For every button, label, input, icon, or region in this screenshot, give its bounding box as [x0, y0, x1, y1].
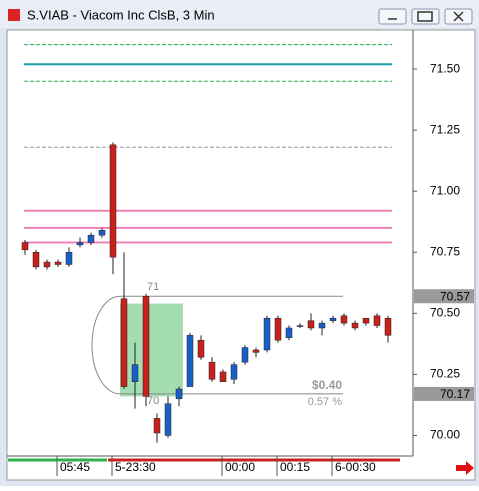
candle-body	[153, 418, 161, 434]
minimize-button[interactable]	[378, 8, 407, 25]
x-tick-label: 05:45	[60, 460, 90, 474]
window-title: S.VIAB - Viacom Inc ClsB, 3 Min	[27, 7, 215, 22]
measure-percent: 0.57 %	[308, 396, 342, 408]
candle-body	[263, 317, 271, 351]
candle-body	[186, 335, 194, 387]
candle-body	[373, 315, 381, 326]
candle-body	[208, 361, 216, 380]
candle-body	[164, 403, 172, 436]
x-tick-label: 5-23:30	[115, 460, 156, 474]
candle-body	[296, 325, 304, 327]
candle-body	[120, 298, 128, 387]
price-tag	[414, 386, 474, 401]
price-tag-label: 70.57	[440, 289, 470, 303]
x-tick-label: 6-00:30	[335, 460, 376, 474]
candle-body	[98, 230, 106, 236]
candle-body	[197, 339, 205, 358]
y-tick-label: 70.25	[430, 367, 460, 381]
candle-body	[142, 295, 150, 397]
measure-change: $0.40	[312, 378, 342, 392]
candle-body	[131, 364, 139, 382]
candle-body	[285, 327, 293, 339]
chart-panel	[6, 29, 476, 481]
candle-body	[43, 261, 51, 268]
candle-body	[340, 315, 348, 324]
window-button-icons	[388, 11, 464, 22]
candle-body	[32, 252, 40, 268]
y-tick-label: 71.00	[430, 183, 460, 197]
x-tick-label: 00:00	[225, 460, 255, 474]
candle-body	[307, 320, 315, 329]
app-icon	[8, 9, 20, 21]
measure-bottom-label: 70	[147, 395, 159, 407]
price-tag	[414, 289, 474, 304]
candle-body	[384, 317, 392, 336]
candle-body	[54, 261, 62, 265]
y-tick-label: 71.25	[430, 122, 460, 136]
candle-body	[76, 242, 84, 246]
candle-body	[21, 242, 29, 251]
y-tick-label: 70.75	[430, 244, 460, 258]
x-tick-label: 00:15	[280, 460, 310, 474]
y-tick-label: 70.50	[430, 306, 460, 320]
measure-outline	[91, 295, 343, 395]
candle-body	[175, 388, 183, 400]
scroll-arrow[interactable]	[456, 461, 474, 475]
candle-body	[230, 364, 238, 380]
candle-body	[351, 322, 359, 329]
candle-body	[252, 349, 260, 353]
y-tick-label: 70.00	[430, 428, 460, 442]
candle-body	[329, 317, 337, 321]
candle-body	[241, 347, 249, 363]
candle-body	[318, 322, 326, 329]
highlight-zone	[120, 303, 183, 397]
candle-body	[362, 317, 370, 324]
candle-body	[219, 371, 227, 382]
y-tick-label: 71.50	[430, 61, 460, 75]
measure-top-label: 71	[147, 281, 159, 293]
candle-body	[274, 317, 282, 341]
candle-body	[109, 144, 117, 258]
price-tag-label: 70.17	[440, 387, 470, 401]
candle-body	[87, 234, 95, 243]
candle-body	[65, 252, 73, 265]
